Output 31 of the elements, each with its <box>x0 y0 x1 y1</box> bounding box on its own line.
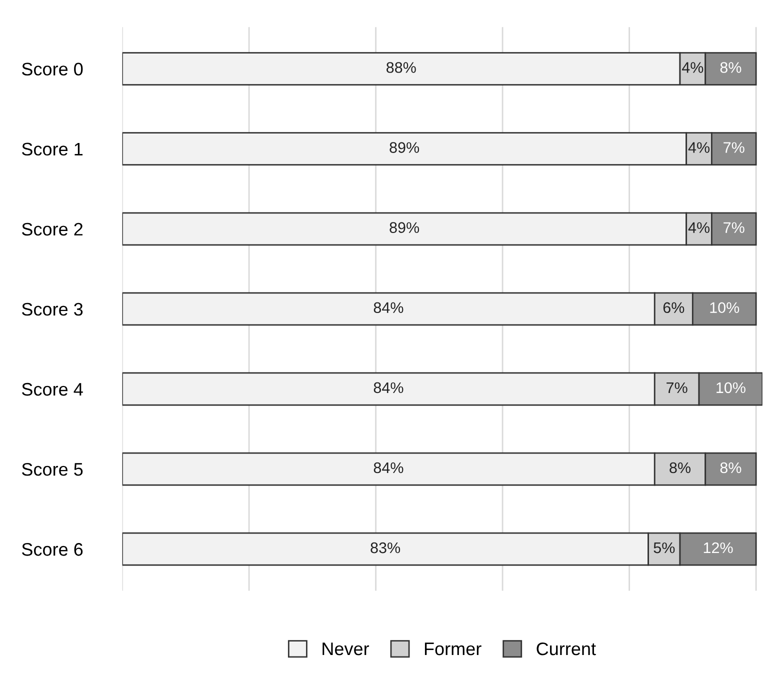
data-label: 4% <box>682 62 704 73</box>
data-label: 84% <box>374 302 404 314</box>
legend-label: Current <box>536 642 596 656</box>
data-label: 10% <box>716 382 746 394</box>
y-tick-label: Score 4 <box>22 382 83 396</box>
data-label: 83% <box>370 542 400 554</box>
y-tick-label: Score 5 <box>22 462 83 476</box>
y-tick-label: Score 3 <box>22 302 83 316</box>
data-label: 5% <box>654 542 675 554</box>
data-label: 4% <box>688 222 710 233</box>
legend-label: Never <box>322 642 370 656</box>
data-label: 84% <box>374 462 404 474</box>
y-tick-label: Score 1 <box>22 142 83 156</box>
data-label: 12% <box>704 542 733 554</box>
y-tick-label: Score 6 <box>22 543 83 556</box>
data-label: 89% <box>390 222 420 233</box>
data-label: 6% <box>663 302 684 314</box>
data-label: 7% <box>724 142 744 153</box>
data-label: 84% <box>374 382 404 394</box>
data-label: 7% <box>666 382 688 394</box>
data-label: 8% <box>720 62 742 73</box>
data-label: 10% <box>710 302 740 314</box>
y-tick-label: Score 2 <box>22 222 82 236</box>
data-label: 88% <box>386 62 416 73</box>
data-label: 89% <box>390 142 420 153</box>
legend-label: Former <box>424 642 482 656</box>
data-label: 7% <box>724 222 744 233</box>
data-label: 4% <box>688 142 710 153</box>
data-label: 8% <box>670 462 690 474</box>
data-label: 8% <box>720 462 742 474</box>
y-tick-label: Score 0 <box>22 62 83 76</box>
